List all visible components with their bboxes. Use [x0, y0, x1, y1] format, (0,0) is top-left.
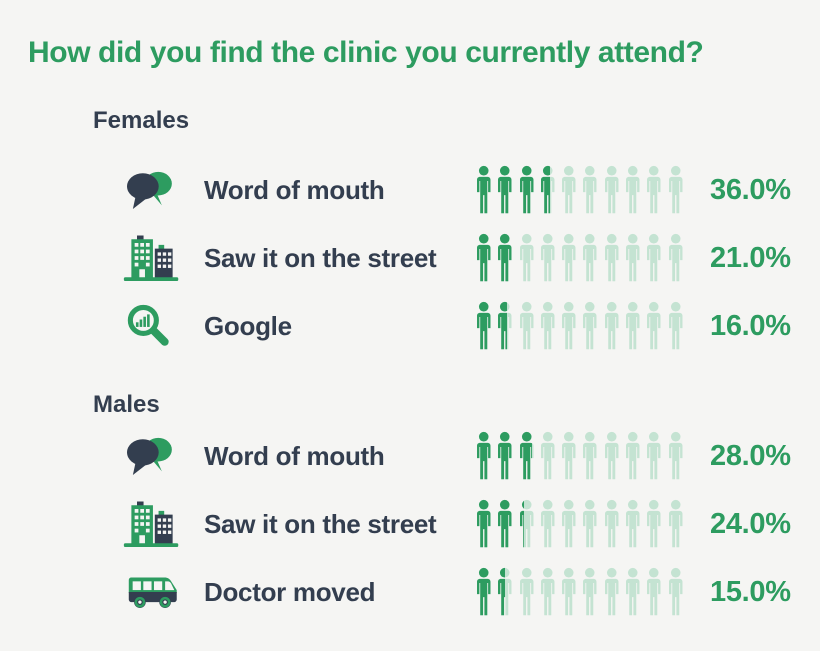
person-icon: [666, 301, 686, 351]
person-icon: [580, 301, 600, 351]
person-icon: [580, 567, 600, 617]
buildings-icon: [122, 233, 184, 283]
person-icon: [602, 165, 622, 215]
person-icon: [644, 431, 664, 481]
pictogram: [474, 165, 688, 215]
person-icon: [517, 233, 537, 283]
section-females: Females Word of mouth 36.0%: [0, 106, 820, 360]
percent-value: 28.0%: [710, 439, 791, 472]
person-icon: [495, 301, 515, 351]
person-icon: [517, 567, 537, 617]
table-row: Saw it on the street 21.0%: [122, 224, 820, 292]
person-icon: [602, 431, 622, 481]
pictogram: [474, 567, 688, 617]
person-icon: [538, 499, 558, 549]
person-icon: [559, 567, 579, 617]
pictogram: [474, 301, 688, 351]
person-icon: [474, 301, 494, 351]
person-icon: [538, 567, 558, 617]
person-icon: [623, 431, 643, 481]
person-icon: [517, 431, 537, 481]
person-icon: [495, 431, 515, 481]
person-icon: [580, 233, 600, 283]
category-label: Word of mouth: [204, 440, 385, 471]
person-icon: [474, 567, 494, 617]
person-icon: [495, 567, 515, 617]
person-icon: [580, 431, 600, 481]
person-icon: [538, 233, 558, 283]
person-icon: [666, 567, 686, 617]
person-icon: [666, 233, 686, 283]
person-icon: [538, 431, 558, 481]
percent-value: 21.0%: [710, 241, 791, 274]
person-icon: [538, 301, 558, 351]
person-icon: [517, 499, 537, 549]
page-title: How did you find the clinic you currentl…: [28, 36, 704, 69]
person-icon: [517, 301, 537, 351]
category-label: Doctor moved: [204, 576, 376, 607]
percent-value: 24.0%: [710, 507, 791, 540]
person-icon: [538, 165, 558, 215]
person-icon: [495, 165, 515, 215]
category-label: Google: [204, 310, 292, 341]
section-heading-females: Females: [93, 107, 190, 134]
person-icon: [666, 499, 686, 549]
speech-bubbles-icon: [122, 432, 184, 480]
person-icon: [644, 233, 664, 283]
person-icon: [517, 165, 537, 215]
table-row: Doctor moved 15.0%: [122, 558, 820, 626]
buildings-icon: [122, 499, 184, 549]
person-icon: [559, 499, 579, 549]
person-icon: [602, 499, 622, 549]
pictogram: [474, 499, 688, 549]
percent-value: 36.0%: [710, 173, 791, 206]
person-icon: [644, 567, 664, 617]
section-heading-males: Males: [93, 391, 160, 418]
person-icon: [602, 301, 622, 351]
category-label: Saw it on the street: [204, 242, 437, 273]
pictogram: [474, 431, 688, 481]
person-icon: [623, 301, 643, 351]
person-icon: [474, 233, 494, 283]
person-icon: [580, 499, 600, 549]
person-icon: [495, 499, 515, 549]
person-icon: [623, 165, 643, 215]
person-icon: [666, 431, 686, 481]
pictogram: [474, 233, 688, 283]
person-icon: [623, 499, 643, 549]
person-icon: [666, 165, 686, 215]
person-icon: [580, 165, 600, 215]
person-icon: [559, 233, 579, 283]
person-icon: [474, 431, 494, 481]
person-icon: [644, 165, 664, 215]
person-icon: [623, 567, 643, 617]
category-label: Saw it on the street: [204, 508, 437, 539]
speech-bubbles-icon: [122, 166, 184, 214]
person-icon: [495, 233, 515, 283]
table-row: Word of mouth 36.0%: [122, 156, 820, 224]
percent-value: 15.0%: [710, 575, 791, 608]
person-icon: [559, 301, 579, 351]
person-icon: [644, 499, 664, 549]
section-males: Males Word of mouth 28.0%: [0, 390, 820, 626]
person-icon: [623, 233, 643, 283]
table-row: Saw it on the street 24.0%: [122, 490, 820, 558]
person-icon: [559, 431, 579, 481]
person-icon: [474, 165, 494, 215]
category-label: Word of mouth: [204, 174, 385, 205]
person-icon: [559, 165, 579, 215]
person-icon: [644, 301, 664, 351]
table-row: Google 16.0%: [122, 292, 820, 360]
person-icon: [602, 233, 622, 283]
percent-value: 16.0%: [710, 309, 791, 342]
bus-icon: [122, 570, 184, 614]
person-icon: [602, 567, 622, 617]
person-icon: [474, 499, 494, 549]
table-row: Word of mouth 28.0%: [122, 422, 820, 490]
magnifier-chart-icon: [122, 300, 184, 352]
